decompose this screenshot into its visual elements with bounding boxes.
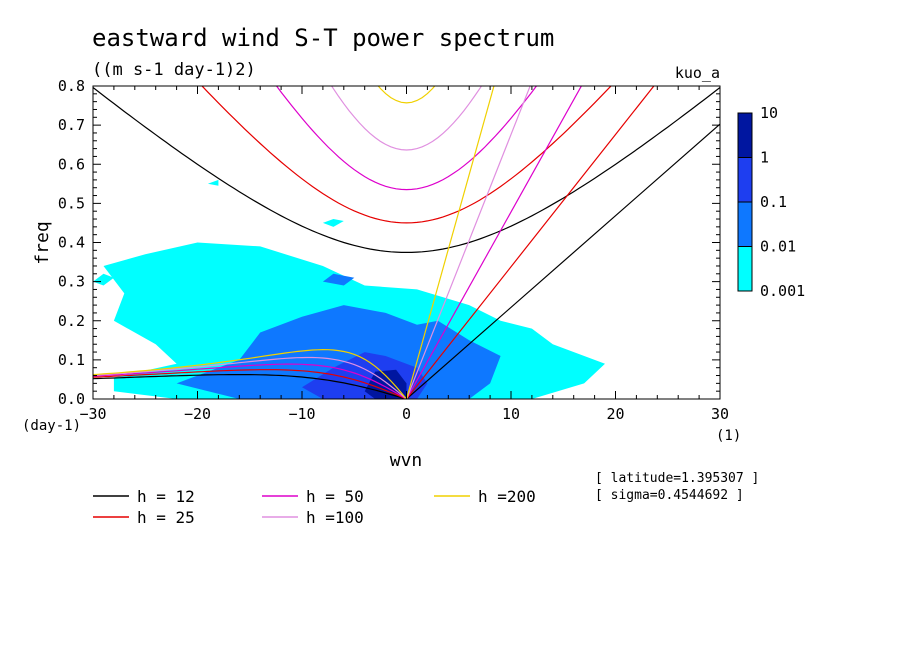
y-tick-label: 0.3: [58, 273, 85, 291]
y-tick-label: 0.2: [58, 312, 85, 330]
power-region-3: [322, 219, 344, 227]
curve-kelvin-0: [406, 123, 720, 399]
curve-gravity-1: [201, 86, 612, 224]
curve-rossby-3: [93, 356, 407, 399]
y-axis-unit: (day-1): [22, 418, 81, 434]
curve-kelvin-1: [406, 86, 655, 399]
curve-gravity-3: [330, 86, 483, 151]
dispersion-curves: [93, 86, 720, 399]
curve-gravity-4: [377, 86, 436, 104]
chart-tag: kuo_a: [675, 64, 720, 82]
curve-kelvin-2: [405, 86, 583, 399]
x-tick-label: −30: [79, 405, 106, 423]
colorbar-swatch: [737, 112, 753, 158]
legend-label: h = 50: [306, 487, 364, 506]
y-tick-label: 0.1: [58, 351, 85, 369]
x-tick-label: −20: [184, 405, 211, 423]
axis-ticks: −30 −20 −10 0 10 20 30 0.0 0.1 0.2 0.3 0.4 0.5 0.6 0.7…: [58, 77, 729, 423]
colorbar-swatch: [737, 201, 753, 247]
curve-rossby-2: [93, 363, 407, 399]
power-region-7: [364, 369, 407, 399]
y-tick-label: 0.7: [58, 116, 85, 134]
x-tick-label: 10: [502, 405, 520, 423]
x-tick-label: −10: [288, 405, 315, 423]
colorbar-label: 10: [760, 104, 778, 122]
y-axis-label: freq: [32, 221, 53, 264]
power-region-5: [322, 273, 355, 286]
curve-rossby-4: [93, 348, 407, 399]
curve-kelvin-4: [405, 86, 495, 399]
colorbar-label: 1: [760, 149, 769, 167]
power-region-2: [207, 179, 219, 186]
legend-label: h =100: [306, 508, 364, 527]
y-tick-label: 0.6: [58, 155, 85, 173]
chart-title: eastward wind S-T power spectrum: [92, 24, 554, 52]
power-region-1: [93, 273, 114, 286]
y-tick-label: 0.8: [58, 77, 85, 95]
curve-gravity-2: [275, 86, 538, 191]
colorbar-label: 0.01: [760, 238, 796, 256]
legend-label: h =200: [478, 487, 536, 506]
curve-gravity-0: [93, 87, 720, 253]
colorbar-label: 0.1: [760, 193, 787, 211]
y-tick-label: 0.5: [58, 194, 85, 212]
curve-rossby-0: [93, 374, 407, 399]
legend: h = 12 h = 25 h = 50 h =100 h =200: [93, 487, 536, 527]
colorbar: 10 1 0.1 0.01 0.001: [737, 104, 805, 300]
x-axis-label: wvn: [390, 450, 423, 471]
y-tick-label: 0.0: [58, 390, 85, 408]
y-tick-label: 0.4: [58, 234, 85, 252]
info-sigma: [ sigma=0.4544692 ]: [595, 488, 744, 503]
legend-label: h = 12: [137, 487, 195, 506]
x-tick-label: 0: [402, 405, 411, 423]
curve-rossby-1: [93, 369, 407, 399]
colorbar-swatch: [737, 157, 753, 203]
x-tick-label: 30: [711, 405, 729, 423]
power-regions: [93, 179, 605, 399]
chart-subtitle: ((m s-1 day-1)2): [92, 60, 256, 80]
colorbar-label: 0.001: [760, 282, 805, 300]
colorbar-swatch: [737, 246, 753, 292]
curve-kelvin-3: [405, 86, 531, 399]
info-latitude: [ latitude=1.395307 ]: [595, 471, 759, 486]
x-axis-unit: (1): [716, 428, 741, 444]
x-tick-label: 20: [606, 405, 624, 423]
legend-label: h = 25: [137, 508, 195, 527]
